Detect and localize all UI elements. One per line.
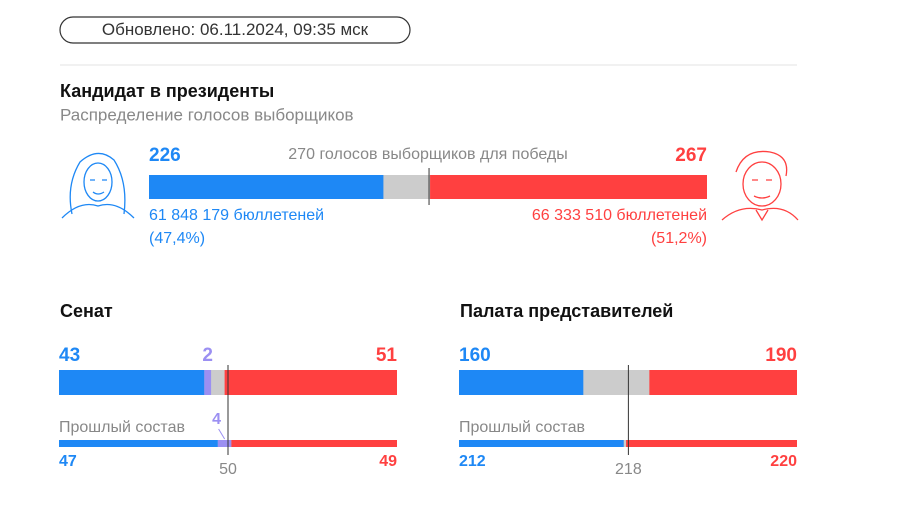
senate-title: Сенат <box>60 301 113 321</box>
prev-rep-bar <box>231 440 397 447</box>
previous-label: Прошлый состав <box>459 419 585 436</box>
threshold-label: 270 голосов выборщиков для победы <box>288 146 567 163</box>
prev-dem-bar <box>59 440 218 447</box>
previous-label: Прошлый состав <box>59 419 185 436</box>
rep-bar <box>649 370 797 395</box>
dem-bar <box>59 370 205 395</box>
updated-pill <box>59 16 411 44</box>
prev-ind-seats: 4 <box>212 411 221 428</box>
dem-ballots: 61 848 179 бюллетеней <box>149 207 324 224</box>
ind-seats: 2 <box>202 345 213 366</box>
prev-ind-bar <box>217 440 232 447</box>
dem-share: (47,4%) <box>149 230 205 247</box>
president-title: Кандидат в президенты <box>60 81 274 101</box>
prev-dem-bar <box>459 440 624 447</box>
rep-seats: 190 <box>765 345 797 366</box>
prev-ind-pointer <box>218 428 226 440</box>
dem-seats: 160 <box>459 345 491 366</box>
threshold-number: 270 <box>288 146 315 163</box>
rep-share: (51,2%) <box>651 230 707 247</box>
threshold-text: голосов выборщиков для победы <box>319 146 567 163</box>
rep-bar <box>430 175 707 199</box>
prev-rep-seats: 220 <box>770 453 797 470</box>
house-title: Палата представителей <box>460 301 673 321</box>
rep-ballots: 66 333 510 бюллетеней <box>532 207 707 224</box>
rep-bar <box>224 370 397 395</box>
updated-text: Обновлено: 06.11.2024, 09:35 мск <box>102 20 369 39</box>
ind-bar <box>204 370 212 395</box>
dem-seats: 43 <box>59 345 80 366</box>
dem-bar <box>459 370 584 395</box>
rep-portrait <box>721 150 799 222</box>
president-subtitle: Распределение голосов выборщиков <box>60 105 354 124</box>
dem-electoral-votes: 226 <box>149 145 181 166</box>
dem-portrait <box>61 152 135 219</box>
prev-dem-seats: 212 <box>459 453 486 470</box>
prev-rep-bar <box>626 440 797 447</box>
majority-label: 50 <box>219 461 237 478</box>
dem-bar <box>149 175 384 199</box>
prev-dem-seats: 47 <box>59 453 77 470</box>
rep-seats: 51 <box>376 345 398 366</box>
majority-label: 218 <box>615 461 642 478</box>
prev-rep-seats: 49 <box>379 453 397 470</box>
rep-electoral-votes: 267 <box>675 145 707 166</box>
